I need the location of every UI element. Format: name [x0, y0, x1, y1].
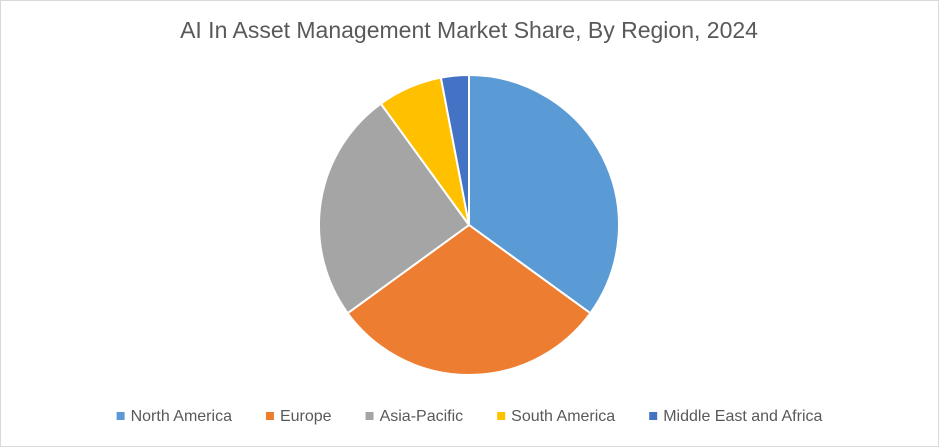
legend-label: South America — [511, 408, 615, 425]
legend-swatch — [365, 412, 374, 420]
pie-slice — [439, 73, 470, 226]
legend-label: Middle East and Africa — [663, 408, 822, 425]
legend-label: Europe — [280, 408, 332, 425]
chart-title: AI In Asset Management Market Share, By … — [180, 17, 758, 43]
legend-swatch — [265, 412, 274, 420]
legend-swatch — [497, 412, 506, 420]
pie-slice — [468, 73, 620, 315]
pie-slice — [346, 223, 592, 377]
legend-label: Asia-Pacific — [380, 408, 464, 425]
legend-swatch — [649, 412, 658, 420]
legend-swatch — [116, 412, 125, 420]
legend-label: North America — [131, 408, 232, 425]
pie-slice — [318, 102, 471, 315]
